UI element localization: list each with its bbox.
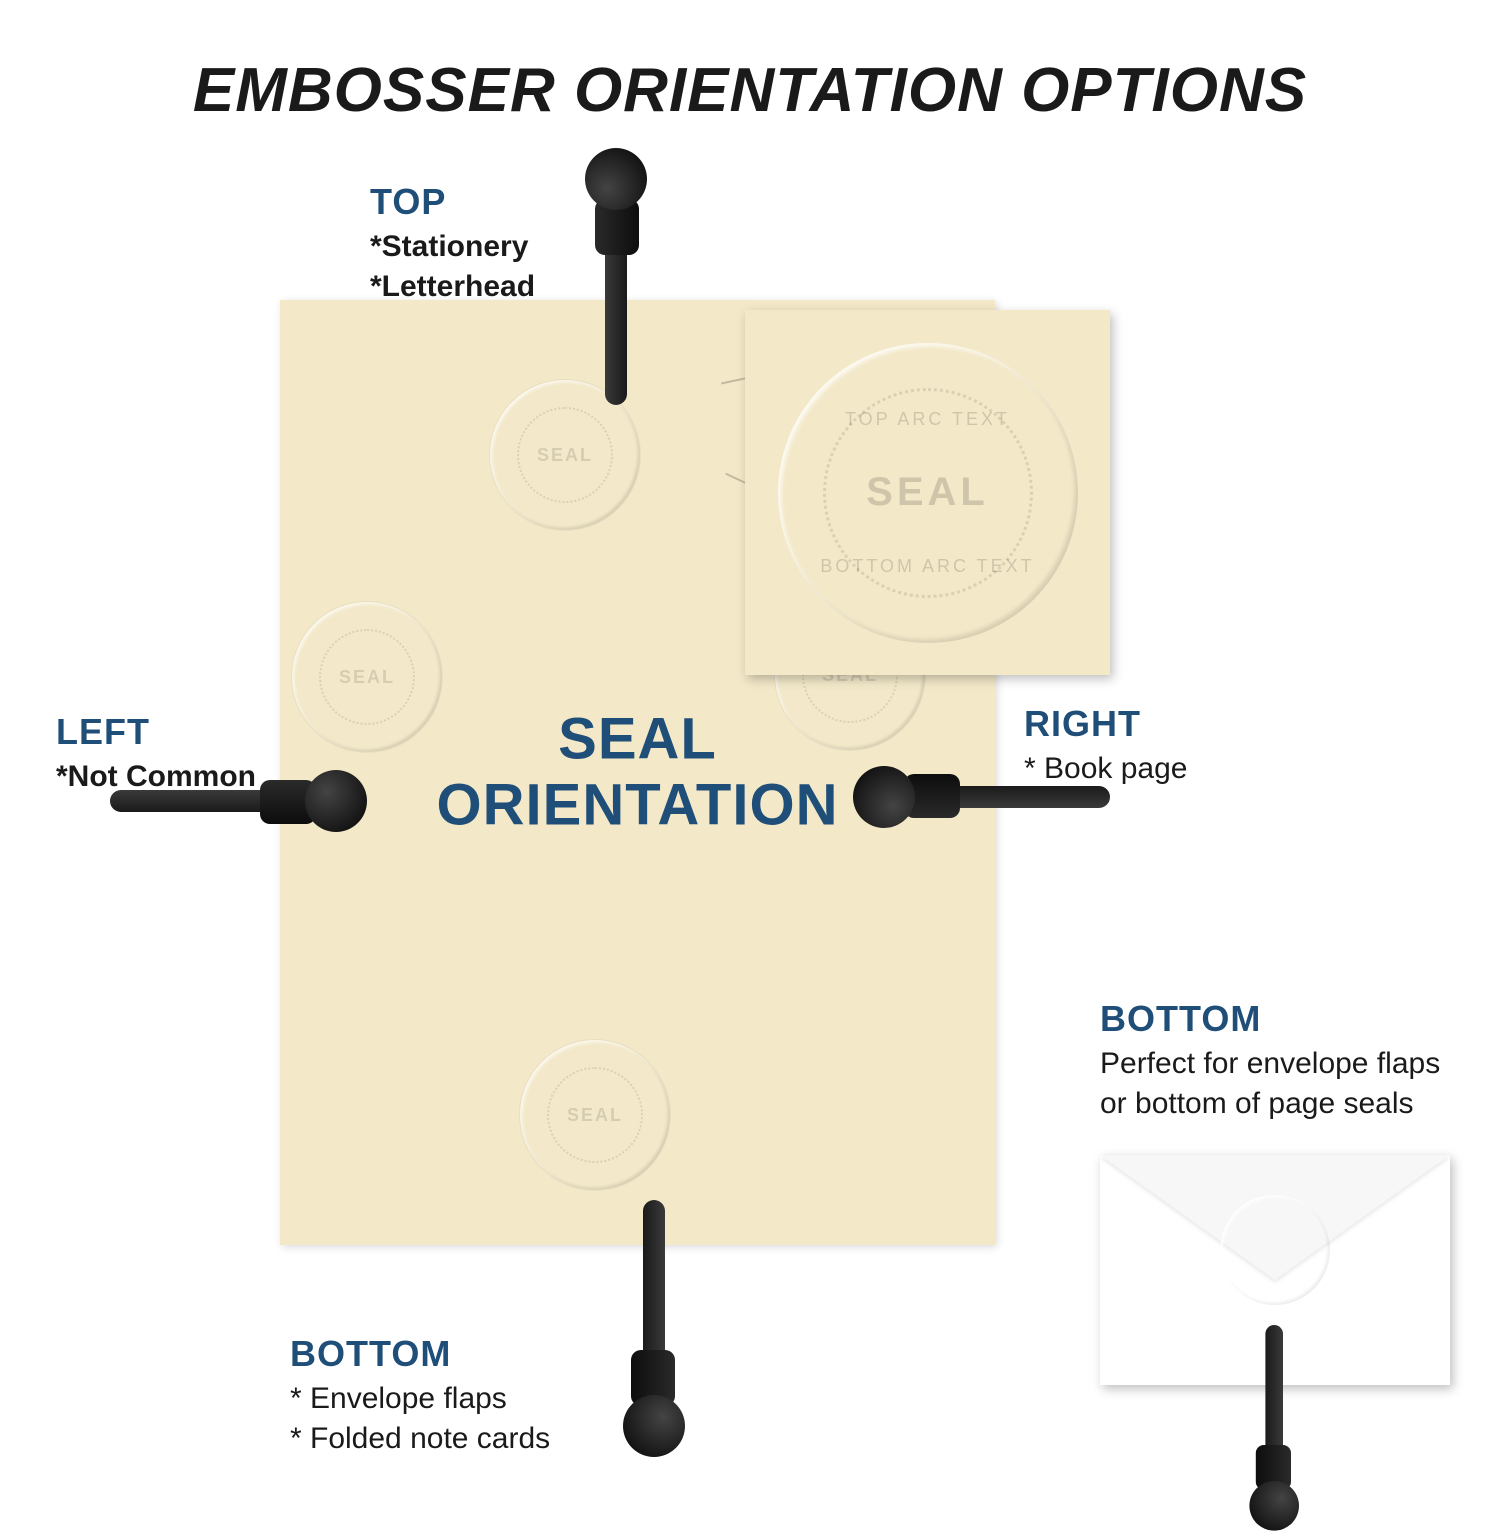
label-bottom: BOTTOM * Envelope flaps * Folded note ca… (290, 1330, 550, 1460)
label-right: RIGHT * Book page (1024, 700, 1187, 789)
center-label-line1: SEAL (558, 706, 717, 771)
envelope-seal-impression (1220, 1195, 1330, 1305)
label-left-bullet-1: *Not Common (56, 757, 256, 798)
label-bottom-side-heading: BOTTOM (1100, 995, 1440, 1044)
seal-impression-zoom: TOP ARC TEXT SEAL BOTTOM ARC TEXT (778, 343, 1078, 643)
embosser-tool-top (585, 155, 645, 405)
page-title: EMBOSSER ORIENTATION OPTIONS (0, 55, 1500, 126)
label-bottom-side-line-1: Perfect for envelope flaps (1100, 1044, 1440, 1085)
seal-center-text: SEAL (778, 343, 1078, 643)
label-right-heading: RIGHT (1024, 700, 1187, 749)
label-top-bullet-2: *Letterhead (370, 267, 535, 308)
center-label-line2: ORIENTATION (437, 773, 839, 838)
seal-impression-left (292, 602, 442, 752)
label-left-heading: LEFT (56, 708, 256, 757)
embosser-tool-bottom (625, 1200, 685, 1450)
label-bottom-bullet-2: * Folded note cards (290, 1419, 550, 1460)
seal-impression-bottom (520, 1040, 670, 1190)
label-top: TOP *Stationery *Letterhead (370, 178, 535, 308)
label-bottom-heading: BOTTOM (290, 1330, 550, 1379)
label-left: LEFT *Not Common (56, 708, 256, 797)
label-top-bullet-1: *Stationery (370, 227, 535, 268)
label-top-heading: TOP (370, 178, 535, 227)
label-bottom-side: BOTTOM Perfect for envelope flaps or bot… (1100, 995, 1440, 1125)
label-right-bullet-1: * Book page (1024, 749, 1187, 790)
embosser-tool-envelope (1251, 1325, 1299, 1525)
label-bottom-side-line-2: or bottom of page seals (1100, 1084, 1440, 1125)
label-bottom-bullet-1: * Envelope flaps (290, 1379, 550, 1420)
seal-bottom-arc-text: BOTTOM ARC TEXT (778, 556, 1078, 577)
seal-zoom-detail: TOP ARC TEXT SEAL BOTTOM ARC TEXT (745, 310, 1110, 675)
